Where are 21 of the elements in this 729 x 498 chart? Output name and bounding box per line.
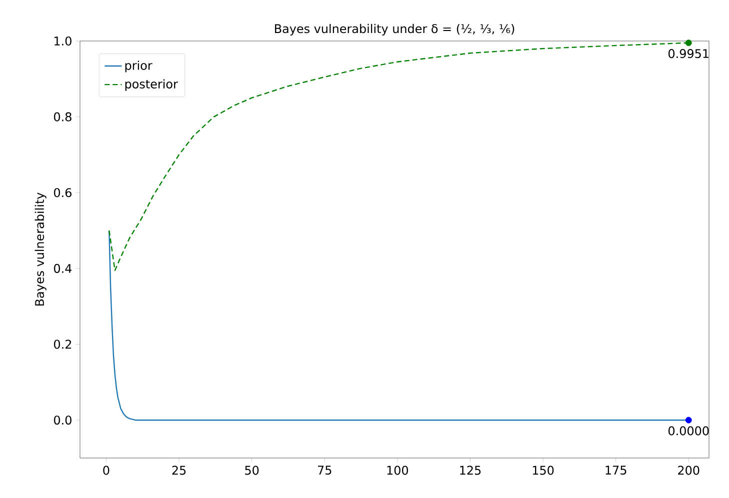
x-tick-label: 25 (172, 466, 186, 475)
y-tick-label: 0.0 (54, 416, 72, 425)
x-tick-label: 75 (318, 466, 332, 475)
x-tick-label: 0 (103, 466, 110, 475)
x-tick-label: 200 (678, 466, 700, 475)
legend-label: posterior (125, 79, 178, 91)
y-axis-title: Bayes vulnerability (34, 192, 46, 306)
x-tick-label: 175 (606, 466, 626, 475)
legend-label: prior (125, 60, 152, 72)
y-tick-label: 0.2 (54, 340, 72, 349)
x-tick-label: 150 (532, 466, 554, 475)
x-tick-label: 125 (460, 466, 481, 475)
x-tick-label: 50 (245, 466, 259, 475)
y-tick-label: 0.6 (54, 188, 72, 198)
y-tick-label: 0.4 (54, 264, 72, 273)
annotation: 0.9951 (668, 49, 708, 58)
annotation: 0.0000 (668, 426, 709, 436)
x-tick-label: 100 (387, 466, 408, 475)
y-tick-label: 1.0 (54, 36, 72, 46)
chart-title: Bayes vulnerability under δ = (½, ⅓, ⅙) (275, 24, 514, 36)
y-tick-label: 0.8 (54, 112, 72, 122)
